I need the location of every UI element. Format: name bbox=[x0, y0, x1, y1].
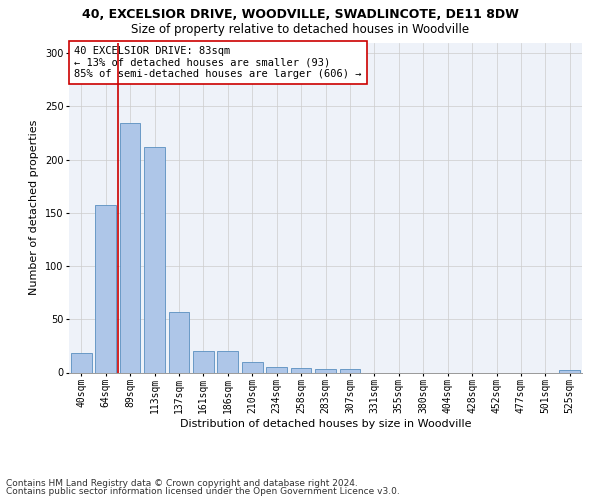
Text: Size of property relative to detached houses in Woodville: Size of property relative to detached ho… bbox=[131, 22, 469, 36]
X-axis label: Distribution of detached houses by size in Woodville: Distribution of detached houses by size … bbox=[180, 419, 471, 429]
Bar bbox=[95, 206, 116, 372]
Bar bbox=[193, 351, 214, 372]
Bar bbox=[119, 124, 140, 372]
Bar bbox=[266, 367, 287, 372]
Bar bbox=[242, 362, 263, 372]
Bar bbox=[169, 312, 190, 372]
Bar bbox=[71, 354, 92, 372]
Bar bbox=[290, 368, 311, 372]
Bar bbox=[559, 370, 580, 372]
Bar bbox=[144, 147, 165, 372]
Text: 40 EXCELSIOR DRIVE: 83sqm
← 13% of detached houses are smaller (93)
85% of semi-: 40 EXCELSIOR DRIVE: 83sqm ← 13% of detac… bbox=[74, 46, 362, 79]
Text: 40, EXCELSIOR DRIVE, WOODVILLE, SWADLINCOTE, DE11 8DW: 40, EXCELSIOR DRIVE, WOODVILLE, SWADLINC… bbox=[82, 8, 518, 20]
Bar bbox=[315, 370, 336, 372]
Y-axis label: Number of detached properties: Number of detached properties bbox=[29, 120, 39, 295]
Bar bbox=[340, 370, 361, 372]
Bar bbox=[217, 351, 238, 372]
Text: Contains HM Land Registry data © Crown copyright and database right 2024.: Contains HM Land Registry data © Crown c… bbox=[6, 478, 358, 488]
Text: Contains public sector information licensed under the Open Government Licence v3: Contains public sector information licen… bbox=[6, 487, 400, 496]
